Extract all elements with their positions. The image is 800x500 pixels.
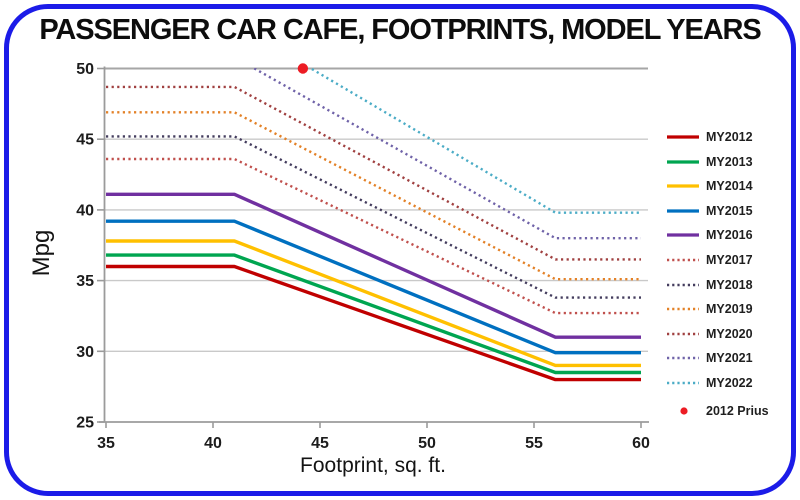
legend-label: MY2022 [706, 376, 753, 390]
y-tick-label: 35 [76, 273, 94, 290]
series-line-MY2022 [307, 68, 641, 214]
legend-item-MY2014: MY2014 [666, 178, 753, 194]
legend-label: MY2016 [706, 228, 753, 243]
series-line-MY2016 [106, 192, 641, 339]
legend-label: MY2019 [706, 302, 753, 317]
legend-label: MY2017 [706, 253, 753, 267]
series-line-MY2017 [106, 157, 641, 315]
legend-item-MY2021: MY2021 [666, 350, 753, 366]
x-tick-label: 35 [97, 435, 115, 452]
series-line-MY2012 [106, 264, 641, 382]
y-tick-label: 30 [76, 344, 94, 361]
legend-label: MY2015 [706, 203, 753, 218]
legend-item-2012-Prius: 2012 Prius [666, 403, 769, 419]
legend-line-icon [667, 381, 699, 385]
x-tick-label: 55 [525, 435, 543, 452]
legend-item-MY2018: MY2018 [666, 277, 753, 293]
x-axis-label: Footprint, sq. ft. [300, 454, 446, 477]
x-tick-label: 50 [418, 435, 436, 452]
legend-label: MY2014 [706, 179, 753, 194]
legend-line-icon [667, 184, 699, 188]
legend-item-MY2017: MY2017 [666, 252, 753, 268]
legend-line-icon [667, 233, 699, 237]
legend-item-MY2019: MY2019 [666, 301, 753, 317]
x-tick-label: 60 [632, 435, 650, 452]
legend-item-MY2020: MY2020 [666, 326, 753, 342]
legend-label: MY2020 [706, 326, 753, 341]
legend-item-MY2016: MY2016 [666, 227, 753, 243]
series-group [106, 68, 641, 382]
series-line-MY2021 [251, 68, 641, 240]
legend-marker-icon [680, 406, 688, 415]
legend-label: MY2021 [706, 351, 753, 366]
y-tick-label: 25 [76, 415, 94, 432]
legend-line-icon [667, 307, 699, 311]
y-axis-label: Mpg [28, 229, 55, 277]
legend-item-MY2012: MY2012 [666, 129, 753, 145]
legend-label: MY2013 [706, 154, 753, 169]
x-tick-label: 45 [311, 435, 329, 452]
legend-item-MY2013: MY2013 [666, 154, 753, 170]
chart-legend: MY2012 MY2013 MY2014 MY2015 MY2016 MY2017 MY20… [660, 0, 795, 500]
legend-label: 2012 Prius [706, 403, 769, 418]
legend-line-icon [667, 258, 699, 262]
legend-item-MY2022: MY2022 [666, 375, 753, 391]
legend-label: MY2018 [706, 277, 753, 292]
legend-line-icon [667, 159, 699, 164]
legend-label: MY2012 [706, 130, 753, 144]
chart-title: PASSENGER CAR CAFE, FOOTPRINTS, MODEL YE… [39, 14, 761, 46]
legend-line-icon [667, 135, 699, 139]
series-line-MY2018 [106, 135, 641, 299]
series-line-MY2014 [106, 239, 641, 368]
legend-line-icon [667, 209, 699, 213]
x-tick-label: 40 [204, 435, 222, 452]
series-line-MY2015 [106, 219, 641, 355]
legend-line-icon [667, 332, 699, 335]
prius-point [297, 63, 309, 74]
y-tick-label: 45 [76, 132, 94, 149]
series-line-MY2019 [106, 111, 641, 281]
legend-line-icon [667, 283, 699, 286]
y-tick-label: 40 [76, 202, 94, 219]
legend-line-icon [667, 357, 699, 360]
series-line-MY2013 [106, 253, 641, 375]
legend-item-MY2015: MY2015 [666, 203, 753, 219]
y-tick-label: 50 [76, 61, 94, 78]
